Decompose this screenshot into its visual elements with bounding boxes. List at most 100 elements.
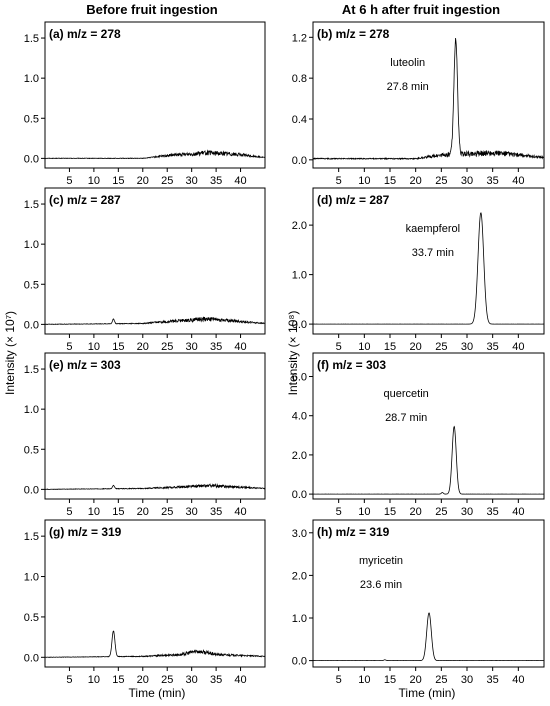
y-tick-label: 0.0 <box>292 656 307 668</box>
retention-time-label: 23.6 min <box>360 579 402 591</box>
x-tick-label: 25 <box>435 341 447 353</box>
y-tick-label: 1.0 <box>24 239 39 251</box>
y-tick-label: 1.0 <box>24 572 39 584</box>
y-tick-label: 1.5 <box>24 531 39 543</box>
x-tick-label: 40 <box>512 674 524 686</box>
x-tick-label: 25 <box>161 506 173 518</box>
x-tick-label: 35 <box>487 674 499 686</box>
y-tick-label: 6.0 <box>292 372 307 384</box>
y-tick-label: 2.0 <box>292 570 307 582</box>
panel-c: 5 10 15 20 25 30 35 40 0.0 0.5 1.0 1.5 (c) m/z = 287 <box>24 187 266 353</box>
y-tick-label: 2.0 <box>292 220 307 232</box>
x-tick-label: 30 <box>186 506 198 518</box>
y-tick-label: 4.0 <box>292 411 307 423</box>
x-tick-label: 10 <box>88 341 100 353</box>
x-tick-label: 30 <box>461 674 473 686</box>
y-tick-label: 0.0 <box>24 319 39 331</box>
y-tick-label: 1.5 <box>24 199 39 211</box>
panel-label: (b) m/z = 278 <box>317 27 390 41</box>
x-tick-label: 10 <box>358 674 370 686</box>
y-tick-label: 1.0 <box>24 73 39 85</box>
x-tick-label: 30 <box>186 341 198 353</box>
y-tick-label: 0.8 <box>292 73 307 85</box>
plot-frame <box>312 187 545 335</box>
chromatogram-trace <box>313 612 545 662</box>
compound-label: luteolin <box>390 57 425 69</box>
compound-label: kaempferol <box>406 223 460 235</box>
chromatogram-trace <box>44 149 266 160</box>
y-tick-label: 1.5 <box>24 33 39 45</box>
y-axis-label-right: Intensity (× 10⁸) <box>286 311 300 396</box>
panel-label: (e) m/z = 303 <box>49 358 121 372</box>
retention-time-label: 28.7 min <box>385 412 427 424</box>
y-tick-label: 1.2 <box>292 32 307 44</box>
panel-h: 5 10 15 20 25 30 35 40 0.0 1.0 2.0 3.0 (h) m/z = 319… <box>292 519 545 686</box>
panel-a: 5 10 15 20 25 30 35 40 0.0 0.5 1.0 1.5 (a) m/z = 278 <box>24 21 266 187</box>
plot-frame <box>312 519 545 668</box>
chromatogram-trace <box>44 316 266 326</box>
x-tick-label: 35 <box>210 341 222 353</box>
x-tick-label: 40 <box>512 506 524 518</box>
x-tick-label: 40 <box>234 674 246 686</box>
x-tick-label: 25 <box>435 674 447 686</box>
column-title-after: At 6 h after fruit ingestion <box>342 2 500 17</box>
x-tick-label: 10 <box>358 175 370 187</box>
x-axis-label-left: Time (min) <box>129 686 186 700</box>
panel-label: (h) m/z = 319 <box>317 525 390 539</box>
x-tick-label: 5 <box>336 674 342 686</box>
plot-frame <box>44 352 266 500</box>
plot-frame <box>44 21 266 169</box>
chromatogram-trace <box>312 37 545 161</box>
y-tick-label: 0.0 <box>24 153 39 165</box>
panel-g: 5 10 15 20 25 30 35 40 0.0 0.5 1.0 1.5 (g) m/z = 319 <box>24 519 266 686</box>
y-tick-label: 0.5 <box>24 113 39 125</box>
x-tick-label: 25 <box>161 175 173 187</box>
panel-b: 5 10 15 20 25 30 35 40 0.0 0.4 0.8 1.2 (b) m/z = 278… <box>292 21 545 187</box>
x-tick-label: 15 <box>112 674 124 686</box>
x-tick-label: 30 <box>461 175 473 187</box>
panel-e: 5 10 15 20 25 30 35 40 0.0 0.5 1.0 1.5 (e) m/z = 303 <box>24 352 266 518</box>
x-tick-label: 10 <box>88 674 100 686</box>
x-tick-label: 20 <box>137 674 149 686</box>
x-tick-label: 10 <box>358 341 370 353</box>
panel-label: (c) m/z = 287 <box>49 193 121 207</box>
panel-d: 5 10 15 20 25 30 35 40 0.0 1.0 2.0 (d) m/z = 287 kae… <box>292 187 545 353</box>
x-tick-label: 40 <box>234 175 246 187</box>
x-tick-label: 20 <box>410 175 422 187</box>
x-tick-label: 30 <box>461 506 473 518</box>
x-tick-label: 5 <box>66 175 72 187</box>
panel-label: (f) m/z = 303 <box>317 358 386 372</box>
compound-label: quercetin <box>384 388 429 400</box>
y-tick-label: 0.0 <box>292 319 307 331</box>
x-tick-label: 5 <box>66 506 72 518</box>
y-tick-label: 1.0 <box>292 613 307 625</box>
y-tick-label: 1.5 <box>24 364 39 376</box>
x-tick-label: 35 <box>487 175 499 187</box>
y-tick-label: 0.0 <box>24 484 39 496</box>
x-tick-label: 20 <box>137 341 149 353</box>
x-tick-label: 5 <box>66 674 72 686</box>
plot-frame <box>312 352 545 500</box>
chromatogram-trace <box>312 425 545 495</box>
x-tick-label: 35 <box>487 341 499 353</box>
y-tick-label: 2.0 <box>292 450 307 462</box>
x-tick-label: 25 <box>161 674 173 686</box>
x-tick-label: 20 <box>137 175 149 187</box>
plot-frame <box>44 519 266 668</box>
compound-label: myricetin <box>359 555 403 567</box>
y-tick-label: 0.5 <box>24 444 39 456</box>
x-tick-label: 5 <box>336 341 342 353</box>
x-tick-label: 10 <box>88 506 100 518</box>
panel-label: (g) m/z = 319 <box>49 525 122 539</box>
x-tick-label: 5 <box>66 341 72 353</box>
x-tick-label: 40 <box>512 341 524 353</box>
retention-time-label: 33.7 min <box>412 247 454 259</box>
x-tick-label: 35 <box>210 674 222 686</box>
chromatogram-trace <box>44 630 266 658</box>
y-tick-label: 0.0 <box>292 489 307 501</box>
y-tick-label: 0.0 <box>24 652 39 664</box>
x-tick-label: 15 <box>112 341 124 353</box>
x-tick-label: 20 <box>137 506 149 518</box>
x-tick-label: 35 <box>487 506 499 518</box>
